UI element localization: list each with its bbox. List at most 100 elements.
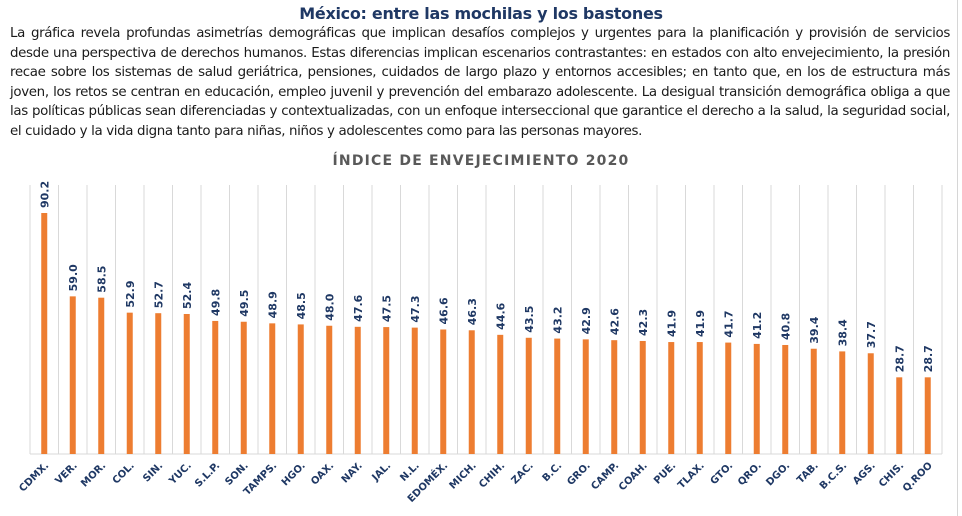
value-label: 48.5 [295, 292, 308, 319]
bar [554, 338, 561, 454]
category-label: B.C.S. [818, 460, 850, 492]
category-label: ZAC. [510, 460, 536, 486]
category-label: S.L.P. [193, 460, 222, 489]
category-label-layer: CDMX. VER. MOR. COL. SIN. YUC. S.L.P. SON.TAMPS… [17, 459, 935, 505]
grid-layer [29, 185, 943, 455]
category-label: SON. [223, 460, 250, 487]
value-label: 49.8 [209, 289, 222, 316]
category-label: CAMP. [589, 460, 621, 492]
value-label: 41.9 [694, 310, 707, 337]
chart-title: ÍNDICE DE ENVEJECIMIENTO 2020 [332, 153, 630, 169]
bar [896, 377, 903, 454]
category-label: SIN. [141, 460, 165, 484]
category-label: COL. [111, 460, 137, 486]
value-label: 52.7 [152, 281, 165, 308]
bar [98, 297, 105, 454]
category-label: TLAX. [676, 460, 707, 491]
value-label: 41.9 [665, 310, 678, 337]
bar [497, 334, 504, 454]
category-label: JAL. [370, 460, 394, 484]
bar [354, 326, 361, 454]
category-label: CHIH. [477, 460, 507, 490]
category-label: Q.ROO [901, 460, 935, 494]
value-label: 28.7 [893, 345, 906, 372]
bar [668, 342, 675, 454]
category-label: HGO. [280, 460, 308, 488]
bar [69, 296, 76, 454]
value-label: 46.3 [466, 298, 479, 325]
category-label: GTO. [709, 460, 736, 487]
bar [383, 327, 390, 454]
value-label: 47.5 [380, 295, 393, 322]
category-label: MICH. [448, 460, 479, 491]
bar [297, 324, 304, 454]
bar [155, 313, 162, 454]
bar [126, 312, 133, 454]
page-title: México: entre las mochilas y los bastone… [299, 4, 663, 23]
category-label: CDMX. [17, 460, 51, 494]
value-label: 59.0 [67, 264, 80, 291]
bar [696, 342, 703, 454]
value-label: 39.4 [808, 316, 821, 343]
value-label: 38.4 [836, 319, 849, 346]
value-label: 49.5 [238, 290, 251, 317]
bar-layer [41, 213, 931, 454]
value-label: 52.4 [181, 282, 194, 309]
value-label: 48.9 [266, 291, 279, 318]
category-label: NAY. [340, 460, 365, 485]
bar [525, 337, 532, 454]
bar [810, 348, 817, 454]
bar [212, 320, 219, 454]
bar [611, 340, 618, 454]
bar [440, 329, 447, 454]
category-label: TAB. [795, 460, 821, 486]
value-label: 44.6 [494, 302, 507, 329]
value-label: 42.3 [637, 309, 650, 336]
value-label: 90.2 [38, 181, 51, 208]
category-label: MOR. [79, 460, 108, 489]
value-label: 41.7 [722, 310, 735, 337]
bar [582, 339, 589, 454]
value-label: 46.6 [437, 297, 450, 324]
bar [725, 342, 732, 454]
category-label: DGO. [764, 460, 792, 488]
bar [41, 213, 48, 454]
bar [782, 344, 789, 454]
value-label: 41.2 [751, 312, 764, 339]
category-label: N.L. [398, 460, 422, 484]
bar [924, 377, 931, 454]
value-label: 52.9 [124, 281, 137, 308]
category-label: YUC. [167, 460, 194, 487]
category-label: AGS. [851, 460, 878, 487]
bar [269, 323, 276, 454]
bar [326, 325, 333, 454]
category-label: GRO. [565, 460, 593, 488]
value-label: 40.8 [779, 313, 792, 340]
category-label: OAX. [309, 460, 336, 487]
value-label-layer: 90.2 59.0 58.5 52.9 52.7 52.4 49.8 49.5 48.9 48.5… [38, 181, 935, 372]
value-label: 28.7 [922, 345, 935, 372]
value-label: 47.3 [409, 295, 422, 322]
value-label: 58.5 [95, 266, 108, 293]
category-label: PUE. [652, 460, 678, 486]
value-label: 42.9 [580, 307, 593, 334]
value-label: 47.6 [352, 294, 365, 321]
value-label: 48.0 [323, 293, 336, 320]
bar [240, 321, 247, 454]
category-label: COAH. [617, 460, 650, 493]
bar [839, 351, 846, 454]
category-label: QRO. [736, 460, 764, 488]
bar [753, 343, 760, 454]
bar [468, 330, 475, 454]
bar [411, 327, 418, 454]
description-paragraph: La gráfica revela profundas asimetrías d… [10, 26, 950, 139]
bar [183, 313, 190, 454]
value-label: 43.2 [551, 306, 564, 333]
value-label: 42.6 [608, 308, 621, 335]
bar [867, 353, 874, 454]
category-label: VER. [54, 460, 80, 486]
bar [639, 340, 646, 454]
category-label: B.C. [541, 460, 565, 484]
value-label: 43.5 [523, 306, 536, 333]
